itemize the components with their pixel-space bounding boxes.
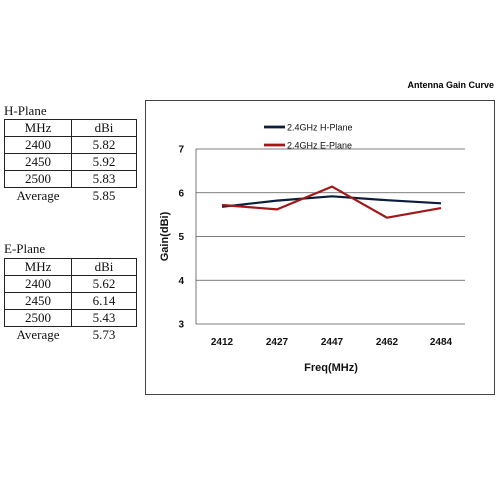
x-tick-label: 2484 <box>430 337 453 348</box>
table-row: 2500 5.83 <box>4 170 137 188</box>
cell-mhz: 2450 <box>4 153 72 171</box>
e-plane-table: MHz dBi 2400 5.62 2450 6.14 2500 5.43 Av… <box>4 258 137 343</box>
table-row: 2500 5.43 <box>4 309 137 327</box>
average-row: Average 5.85 <box>5 188 137 205</box>
series-layer <box>221 185 442 219</box>
legend-label: 2.4GHz H-Plane <box>287 123 353 133</box>
average-row: Average 5.73 <box>5 327 137 344</box>
cell-dbi: 5.43 <box>71 309 137 327</box>
table-row: 2450 6.14 <box>4 292 137 310</box>
table-row: 2400 5.62 <box>4 275 137 293</box>
cell-mhz: 2500 <box>4 170 72 188</box>
cell-dbi: 5.92 <box>71 153 137 171</box>
table-header-row: MHz dBi <box>4 119 137 137</box>
y-tick-label: 4 <box>178 276 184 287</box>
cell-mhz: 2400 <box>4 136 72 154</box>
cell-dbi: 6.14 <box>71 292 137 310</box>
table-header-row: MHz dBi <box>4 258 137 276</box>
x-axis-label: Freq(MHz) <box>304 362 358 374</box>
cell-mhz: 2450 <box>4 292 72 310</box>
average-label: Average <box>16 188 60 203</box>
cell-dbi: 5.82 <box>71 136 137 154</box>
y-tick-label: 5 <box>178 232 184 243</box>
y-tick-label: 7 <box>178 145 184 156</box>
h-plane-table: MHz dBi 2400 5.82 2450 5.92 2500 5.83 Av… <box>4 119 137 204</box>
x-tick-label: 2447 <box>321 337 344 348</box>
y-tick-label: 6 <box>178 188 184 199</box>
x-tick-label: 2412 <box>211 337 234 348</box>
x-tick-label: 2462 <box>376 337 399 348</box>
grid-layer <box>195 148 465 325</box>
header-mhz: MHz <box>4 119 72 137</box>
cell-dbi: 5.83 <box>71 170 137 188</box>
legend-label: 2.4GHz E-Plane <box>287 141 352 151</box>
header-mhz: MHz <box>4 258 72 276</box>
cell-dbi: 5.62 <box>71 275 137 293</box>
header-dbi: dBi <box>71 258 137 276</box>
legend: 2.4GHz H-Plane 2.4GHz E-Plane <box>264 123 353 151</box>
chart-title: Antenna Gain Curve <box>407 80 494 90</box>
average-value: 5.85 <box>92 188 116 203</box>
average-label: Average <box>16 327 60 342</box>
x-tick-label: 2427 <box>266 337 289 348</box>
y-tick-label: 3 <box>178 320 184 331</box>
series-line-e-plane <box>221 185 442 219</box>
cell-mhz: 2500 <box>4 309 72 327</box>
gain-chart: 3 4 5 6 7 2412 2427 2447 2462 2484 Freq(MHz) Gain(d… <box>159 123 465 375</box>
cell-mhz: 2400 <box>4 275 72 293</box>
h-plane-title: H-Plane <box>4 103 47 118</box>
header-dbi: dBi <box>71 119 137 137</box>
average-value: 5.73 <box>92 327 116 342</box>
series-line-h-plane <box>221 195 442 208</box>
table-row: 2400 5.82 <box>4 136 137 154</box>
e-plane-title: E-Plane <box>4 241 46 256</box>
table-row: 2450 5.92 <box>4 153 137 171</box>
label-layer: 3 4 5 6 7 2412 2427 2447 2462 2484 Freq(MHz) Gain(d… <box>159 145 453 375</box>
y-axis-label: Gain(dBi) <box>159 211 171 261</box>
